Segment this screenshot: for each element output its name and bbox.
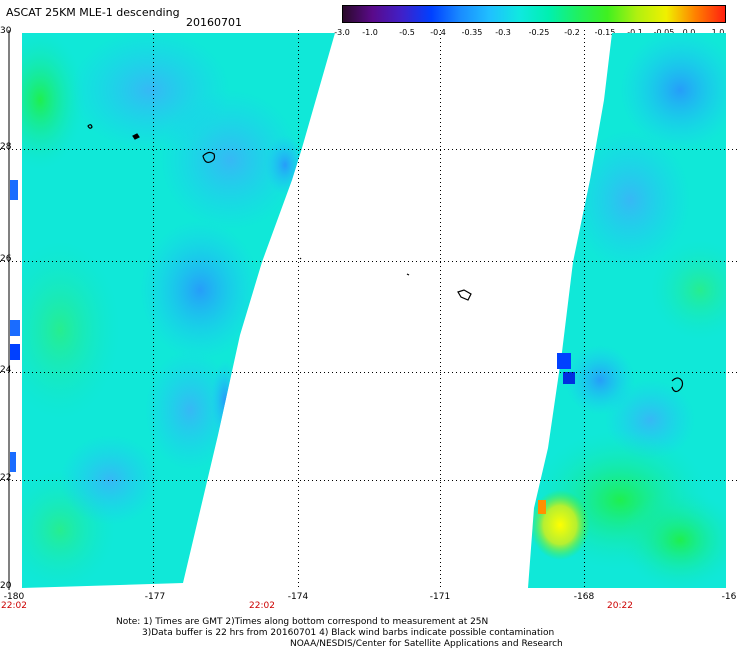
colorbar-tick: -0.35 (461, 28, 483, 37)
lat-label: 26 (0, 254, 12, 264)
lon-label: -174 (287, 592, 309, 602)
colorbar-gradient (343, 6, 725, 22)
lat-lon-grid (0, 30, 740, 590)
colorbar-tick: 1.0 (711, 28, 725, 37)
time-label: 20:22 (607, 601, 633, 611)
colorbar-tick: -0.4 (430, 28, 446, 37)
colorbar-tick: -0.5 (399, 28, 415, 37)
colorbar-tick: -0.15 (594, 28, 616, 37)
note-line-1: Note: 1) Times are GMT 2)Times along bot… (116, 617, 489, 627)
product-date: 20160701 (186, 16, 242, 29)
time-label: 22:02 (1, 601, 27, 611)
product-title: ASCAT 25KM MLE-1 descending (6, 6, 180, 19)
lat-label: 22 (0, 473, 12, 483)
colorbar-tick: -0.25 (528, 28, 550, 37)
lon-label: -16 (721, 592, 737, 602)
right-swath (528, 33, 726, 588)
colorbar-tick-labels: -3.0 -1.0 -0.5 -0.4 -0.35 -0.3 -0.25 -0.… (0, 0, 740, 40)
lon-label: -177 (144, 592, 166, 602)
lat-label: 20 (0, 581, 12, 591)
lon-label: -171 (429, 592, 451, 602)
left-swath (22, 33, 335, 588)
lon-label: -168 (573, 592, 595, 602)
colorbar-tick: -0.1 (627, 28, 643, 37)
time-label: 22:02 (249, 601, 275, 611)
lon-label: -180 (3, 592, 25, 602)
colorbar-tick: -1.0 (362, 28, 378, 37)
colorbar-tick: -0.05 (653, 28, 675, 37)
lat-label: 30 (0, 26, 12, 36)
note-line-3: NOAA/NESDIS/Center for Satellite Applica… (290, 639, 563, 649)
colorbar-tick: -3.0 (334, 28, 350, 37)
colorbar-tick: -0.3 (495, 28, 511, 37)
coastlines (87, 124, 684, 393)
note-line-2: 3)Data buffer is 22 hrs from 20160701 4)… (142, 628, 555, 638)
lat-label: 28 (0, 142, 12, 152)
lat-label: 24 (0, 365, 12, 375)
colorbar-tick: -0.2 (564, 28, 580, 37)
colorbar-tick: 0.0 (682, 28, 696, 37)
colorbar (342, 5, 726, 23)
